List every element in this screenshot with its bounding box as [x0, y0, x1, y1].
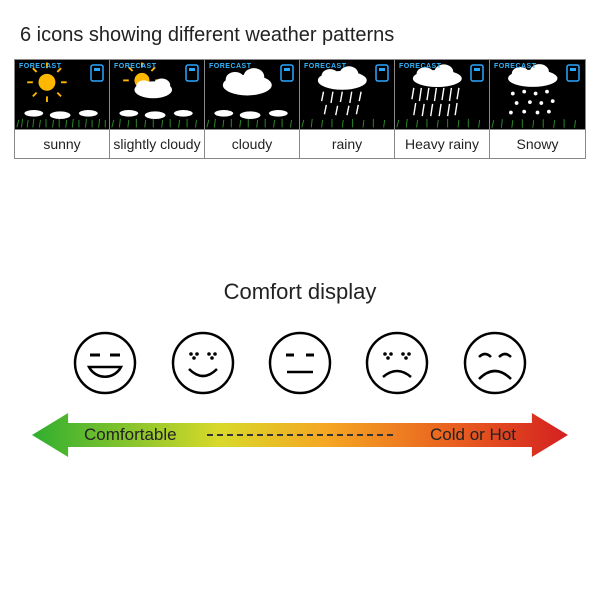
forecast-label: FORECAST: [209, 63, 252, 70]
forecast-label: FORECAST: [19, 63, 62, 70]
comfort-section-title: Comfort display: [14, 279, 586, 305]
forecast-label: FORECAST: [399, 63, 442, 70]
signal-icon: [566, 64, 580, 82]
face-happy-icon: [167, 327, 239, 399]
ground-clouds: [24, 110, 97, 119]
weather-icon-slightly-cloudy: FORECAST: [110, 60, 205, 130]
face-neutral-icon: [264, 327, 336, 399]
weather-icon-rainy: FORECAST: [300, 60, 395, 130]
weather-icon-sunny: FORECAST: [15, 60, 110, 130]
arrow-label-right: Cold or Hot: [430, 425, 516, 445]
signal-icon: [470, 64, 484, 82]
forecast-label: FORECAST: [114, 63, 157, 70]
weather-label: cloudy: [205, 130, 300, 158]
comfort-gradient-arrow: Comfortable Cold or Hot: [32, 413, 568, 457]
weather-label: Heavy rainy: [395, 130, 490, 158]
weather-label: Snowy: [490, 130, 585, 158]
signal-icon: [185, 64, 199, 82]
weather-label: slightly cloudy: [110, 130, 205, 158]
face-slight-frown-icon: [361, 327, 433, 399]
forecast-label: FORECAST: [494, 63, 537, 70]
weather-icon-cloudy: FORECAST: [205, 60, 300, 130]
signal-icon: [90, 64, 104, 82]
cloud-icon: [134, 79, 172, 99]
snow-icon: [509, 90, 555, 115]
arrow-dash-connector: [207, 434, 393, 436]
grass-icon: [17, 119, 105, 127]
signal-icon: [280, 64, 294, 82]
comfort-faces-row: [44, 327, 556, 399]
weather-section-title: 6 icons showing different weather patter…: [20, 24, 586, 47]
weather-icon-heavy-rainy: FORECAST: [395, 60, 490, 130]
arrow-label-left: Comfortable: [84, 425, 177, 445]
heavy-rain-icon: [412, 88, 459, 116]
signal-icon: [375, 64, 389, 82]
weather-icon-snowy: FORECAST: [490, 60, 585, 130]
weather-icon-grid: FORECAST: [14, 59, 586, 159]
face-very-happy-icon: [69, 327, 141, 399]
rain-icon: [322, 92, 361, 116]
cloud-icon: [223, 68, 272, 95]
weather-label: sunny: [15, 130, 110, 158]
face-sad-icon: [459, 327, 531, 399]
forecast-label: FORECAST: [304, 63, 347, 70]
weather-label: rainy: [300, 130, 395, 158]
